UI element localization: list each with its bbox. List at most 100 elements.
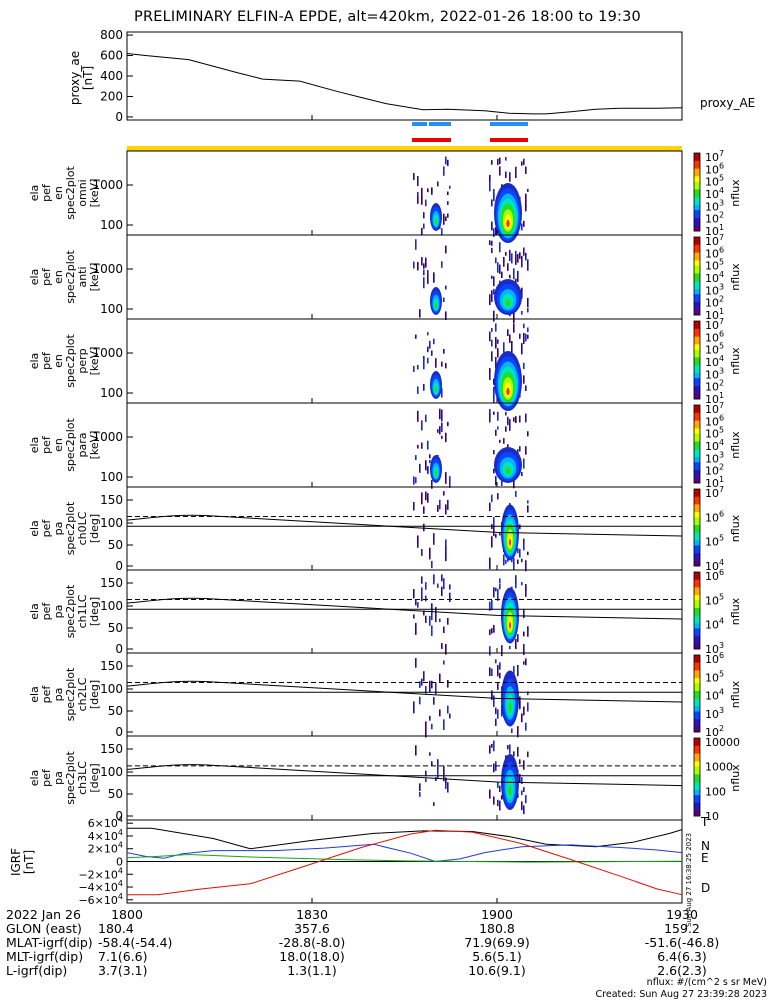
spectrogram-pixel xyxy=(491,628,493,634)
spectrogram-pixel xyxy=(439,426,441,435)
spectrogram-pixel xyxy=(507,263,509,271)
colorbar-segment xyxy=(694,352,700,356)
colorbar-segment xyxy=(694,657,700,661)
colorbar-segment xyxy=(694,199,700,203)
spectrogram-pixel xyxy=(445,432,447,443)
spectrogram-pixel xyxy=(499,532,501,536)
spectrogram-pixel xyxy=(491,743,493,748)
colorbar-segment xyxy=(694,680,700,684)
spectrogram-pixel xyxy=(525,560,527,572)
igrf-series-label-n: N xyxy=(701,839,710,853)
colorbar-segment xyxy=(694,808,700,812)
colorbar-segment xyxy=(694,357,700,361)
colorbar-tick-label: 103 xyxy=(705,366,724,381)
colorbar-tick-label: 104 xyxy=(705,354,724,369)
spectrogram-pixel xyxy=(509,645,511,650)
spectrogram-pixel xyxy=(415,334,417,339)
spectrogram-pixel xyxy=(491,494,493,503)
spectrogram-pixel xyxy=(497,262,499,273)
colorbar-segment xyxy=(694,252,700,256)
spectrogram-ylabel-line: [deg] xyxy=(88,514,101,543)
colorbar-segment xyxy=(694,407,700,411)
colorbar-segment xyxy=(694,210,700,214)
colorbar-segment xyxy=(694,425,700,429)
spectrogram-pixel xyxy=(433,574,435,585)
spectrogram-pixel xyxy=(527,297,529,308)
spectrogram-pixel xyxy=(421,678,423,686)
igrf-tick-label: −2×104 xyxy=(78,866,123,881)
colorbar-segment xyxy=(694,774,700,778)
spectrogram-pixel xyxy=(435,358,437,368)
spectrogram-pixel xyxy=(521,581,523,586)
spectrogram-pixel xyxy=(435,610,437,623)
colorbar-frame xyxy=(693,404,701,484)
spectrogram-pixel xyxy=(499,662,501,667)
spectrogram-core xyxy=(508,785,512,797)
spectrogram-pixel xyxy=(493,517,495,527)
colorbar-tick-label: 106 xyxy=(705,329,724,344)
colorbar-segment xyxy=(694,613,700,617)
x-axis-row-value: 71.9(69.9) xyxy=(464,935,529,950)
colorbar-segment xyxy=(694,244,700,248)
spectrogram-pixel xyxy=(523,644,525,655)
colorbar-tick-label: 102 xyxy=(705,211,724,226)
spectrogram-pixel xyxy=(497,348,499,358)
colorbar-segment xyxy=(694,660,700,664)
colorbar-segment xyxy=(694,602,700,606)
colorbar-segment xyxy=(694,247,700,251)
spectrogram-tick-label: 50 xyxy=(108,621,123,635)
loss-cone-line xyxy=(126,680,683,703)
spectrogram-pixel xyxy=(491,351,493,362)
spectrogram-ylabel-line: [keV] xyxy=(88,179,101,208)
spectrogram-ylabel-line: pa xyxy=(52,522,65,536)
spectrogram-pixel xyxy=(525,795,527,804)
colorbar-segment xyxy=(694,464,700,468)
spectrogram-pixel xyxy=(501,795,503,800)
spectrogram-pixel xyxy=(445,779,447,789)
spectrogram-ylabel-line: pef xyxy=(40,519,53,538)
spectrogram-pixel xyxy=(523,787,525,792)
colorbar-segment xyxy=(694,753,700,757)
spectrogram-pixel xyxy=(521,713,523,723)
spectrogram-pixel xyxy=(505,426,507,432)
spectrogram-pixel xyxy=(517,449,519,456)
colorbar-segment xyxy=(694,220,700,224)
colorbar-segment xyxy=(694,670,700,674)
spectrogram-pixel xyxy=(447,191,449,196)
spectrogram-pixel xyxy=(521,255,523,268)
spectrogram-pixel xyxy=(493,740,495,752)
colorbar-segment xyxy=(694,155,700,159)
loss-cone-line xyxy=(126,764,683,787)
x-axis-row-value: -58.4(-54.4) xyxy=(98,935,172,950)
colorbar-segment xyxy=(694,294,700,298)
spectrogram-ylabel-line: pa xyxy=(52,688,65,702)
spectrogram-pixel xyxy=(523,706,525,716)
colorbar-segment xyxy=(694,777,700,781)
spectrogram-pixel xyxy=(429,459,431,464)
colorbar-segment xyxy=(694,597,700,601)
spectrogram-pixel xyxy=(525,193,527,202)
spectrogram-ylabel-line: pef xyxy=(40,768,53,787)
spectrogram-pixel xyxy=(427,466,429,473)
spectrogram-pixel xyxy=(491,240,493,246)
spectrogram-core xyxy=(508,621,512,629)
spectrogram-pixel xyxy=(489,412,491,423)
nflux-units-note: nflux: #/(cm^2 s sr MeV) xyxy=(646,977,767,988)
spectrogram-tick-label: 100 xyxy=(100,516,123,530)
colorbar-segment xyxy=(694,810,700,814)
colorbar-frame xyxy=(693,152,701,232)
spectrogram-pixel xyxy=(421,420,423,431)
colorbar-label: nflux xyxy=(729,764,742,792)
colorbar-segment xyxy=(694,672,700,677)
spectrogram-tick-label: 1000 xyxy=(92,178,123,192)
colorbar-tick-label: 106 xyxy=(705,245,724,260)
spectrogram-pixel xyxy=(515,575,517,586)
spectrogram-pixel xyxy=(425,615,427,624)
colorbar-segment xyxy=(694,412,700,416)
colorbar-segment xyxy=(694,250,700,254)
colorbar-segment xyxy=(694,605,700,609)
spectrogram-pixel xyxy=(421,492,423,505)
colorbar-segment xyxy=(694,158,700,162)
spectrogram-pixel xyxy=(527,702,529,712)
spectrogram-pixel xyxy=(415,477,417,484)
